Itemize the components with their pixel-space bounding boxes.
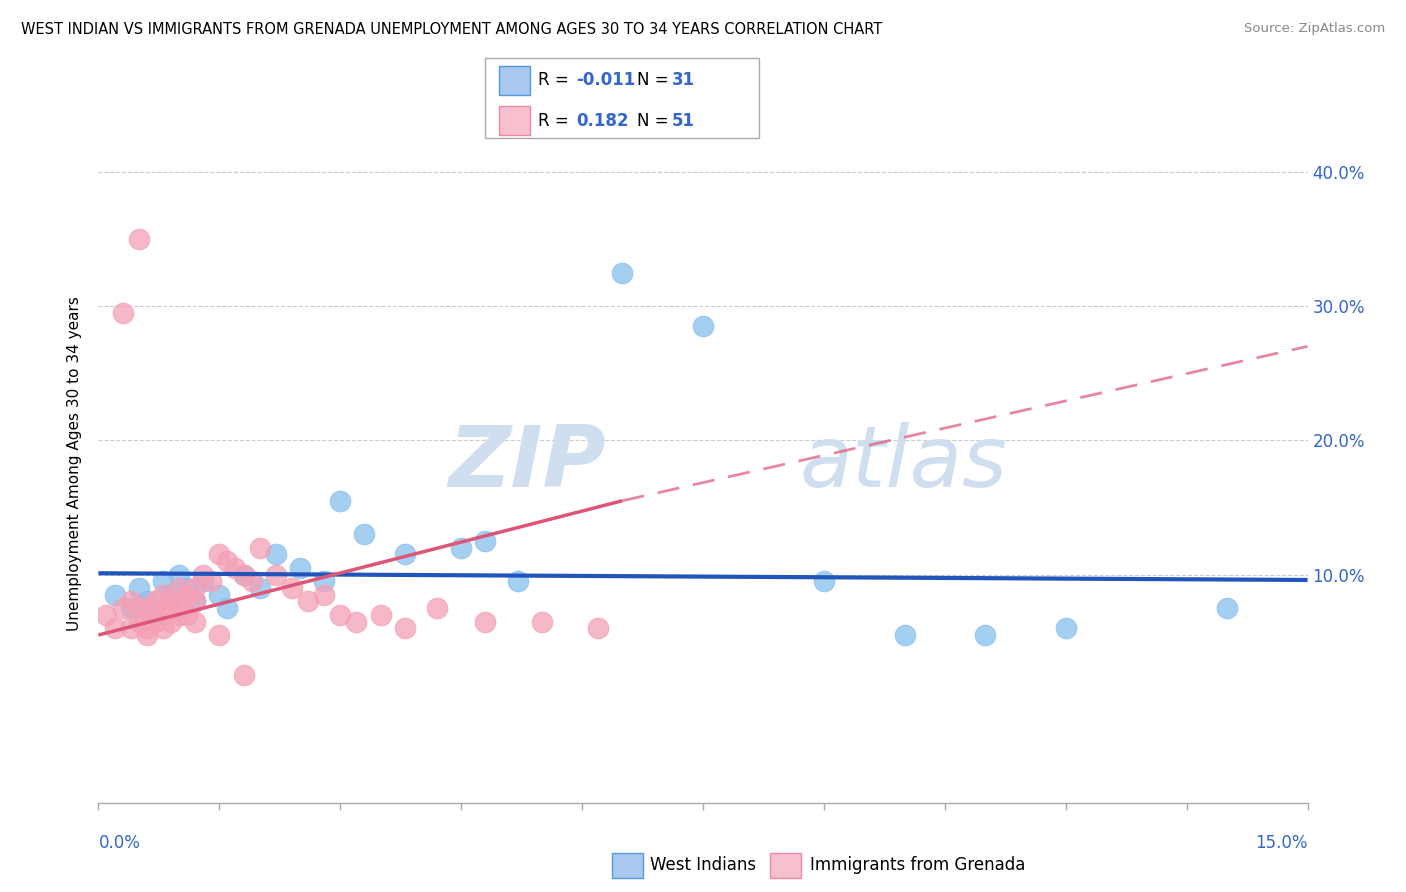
Point [288,561,311,575]
Point [1216,601,1239,615]
Point [184,615,207,629]
Point [103,621,125,635]
Point [176,581,198,595]
Point [281,581,304,595]
Point [128,601,150,615]
Point [184,581,207,595]
Point [208,628,231,642]
Text: R =: R = [538,71,575,89]
Point [232,567,254,582]
Text: -0.011: -0.011 [576,71,636,89]
Point [217,554,239,568]
Point [176,588,198,602]
Point [193,567,215,582]
Point [893,628,915,642]
Point [176,607,198,622]
Point [152,621,174,635]
Point [264,567,287,582]
Point [184,594,207,608]
Point [167,607,190,622]
Point [135,628,157,642]
Point [111,306,134,320]
Point [474,615,496,629]
Text: 51: 51 [672,112,695,129]
Point [314,574,336,589]
Point [160,615,183,629]
Point [120,621,142,635]
Point [143,607,166,622]
Point [152,588,174,602]
Point [474,534,496,549]
Text: 31: 31 [672,71,695,89]
Point [370,607,392,622]
Point [586,621,609,635]
Point [120,594,142,608]
Point [160,601,183,615]
Point [135,594,157,608]
Point [143,607,166,622]
Point [160,588,183,602]
Point [506,574,529,589]
Point [450,541,472,555]
Point [249,541,271,555]
Text: WEST INDIAN VS IMMIGRANTS FROM GRENADA UNEMPLOYMENT AMONG AGES 30 TO 34 YEARS CO: WEST INDIAN VS IMMIGRANTS FROM GRENADA U… [21,22,883,37]
Point [329,607,352,622]
Point [344,615,367,629]
Point [208,548,231,562]
Point [394,621,416,635]
Point [128,615,150,629]
Point [111,601,134,615]
Point [200,574,222,589]
Point [264,548,287,562]
Point [152,607,174,622]
Point [232,668,254,682]
Point [813,574,835,589]
Point [103,588,125,602]
Point [297,594,319,608]
Point [329,493,352,508]
Point [193,574,215,589]
Point [167,581,190,595]
Point [314,588,336,602]
Point [128,232,150,246]
Text: 0.182: 0.182 [576,112,628,129]
Point [232,567,254,582]
Text: West Indians: West Indians [650,856,755,874]
Point [530,615,553,629]
Point [208,588,231,602]
Text: Source: ZipAtlas.com: Source: ZipAtlas.com [1244,22,1385,36]
Point [128,581,150,595]
Point [167,567,190,582]
Text: atlas: atlas [800,422,1008,506]
Point [120,601,142,615]
Point [1054,621,1077,635]
Point [353,527,375,541]
Point [394,548,416,562]
Point [426,601,449,615]
Point [143,615,166,629]
Point [240,574,263,589]
Point [217,601,239,615]
Point [224,561,246,575]
Text: 0.0%: 0.0% [98,834,141,852]
Text: ZIP: ZIP [449,422,606,506]
Text: N =: N = [637,112,673,129]
Y-axis label: Unemployment Among Ages 30 to 34 years: Unemployment Among Ages 30 to 34 years [67,296,83,632]
Point [143,594,166,608]
Text: 15.0%: 15.0% [1256,834,1308,852]
Point [135,601,157,615]
Point [152,574,174,589]
Text: Immigrants from Grenada: Immigrants from Grenada [810,856,1025,874]
Point [135,621,157,635]
Point [974,628,997,642]
Text: N =: N = [637,71,673,89]
Point [612,266,634,280]
Text: R =: R = [538,112,579,129]
Point [160,594,183,608]
Point [167,601,190,615]
Point [184,594,207,608]
Point [249,581,271,595]
Point [96,607,118,622]
Point [692,319,714,334]
